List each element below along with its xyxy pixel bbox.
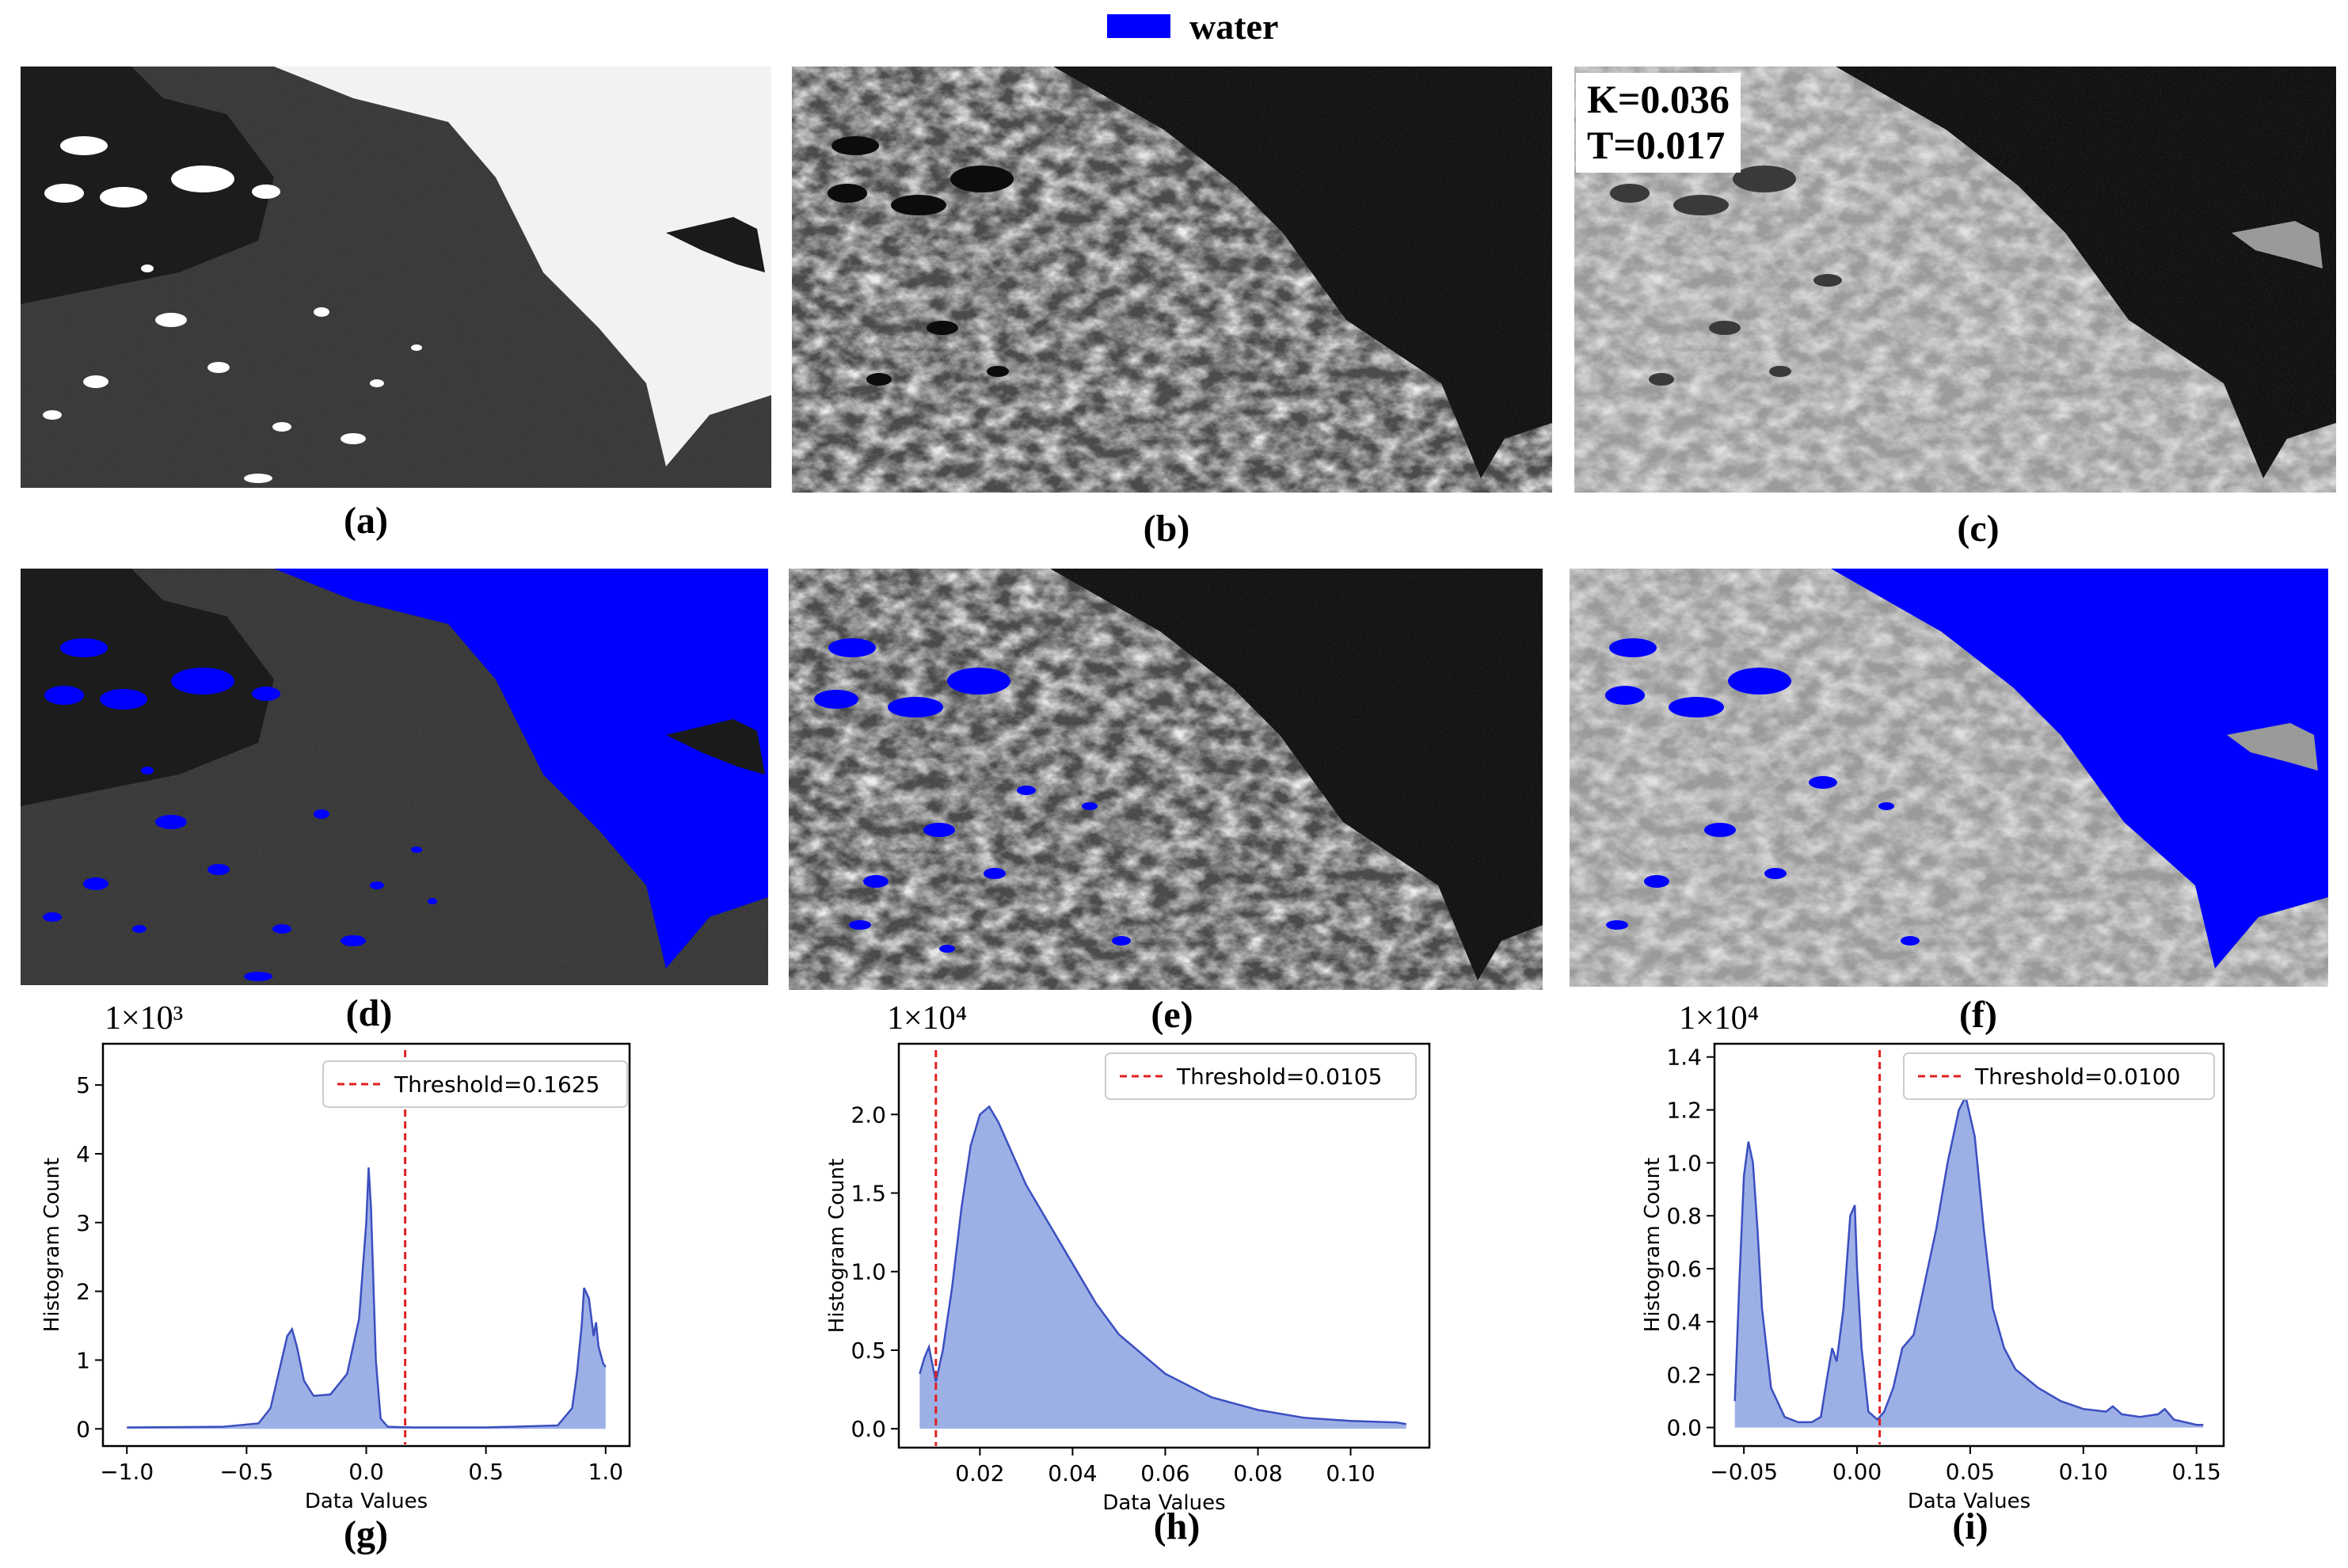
- chart-i-ytick-label: 0.2: [1666, 1362, 1702, 1388]
- caption-f: (f): [1959, 994, 1997, 1036]
- figure-legend: water: [1107, 4, 1278, 48]
- chart-i-xtick-label: −0.05: [1710, 1459, 1778, 1485]
- chart-h-ytick-label: 1.5: [851, 1181, 886, 1207]
- chart-h-ytick-label: 2.0: [851, 1102, 886, 1128]
- chart-g-xlabel: Data Values: [305, 1490, 428, 1513]
- chart-h-legend-label: Threshold=0.0105: [1176, 1064, 1382, 1090]
- k-value: K=0.036: [1587, 77, 1730, 121]
- chart-g-ytick-label: 3: [76, 1210, 90, 1236]
- caption-b: (b): [1143, 508, 1190, 550]
- chart-g-frame: [101, 1042, 631, 1448]
- chart-i-series-line: [1733, 1094, 2204, 1426]
- chart-g-area-fill: [127, 1167, 606, 1429]
- chart-i-xtick-label: 0.05: [1946, 1459, 1995, 1485]
- panel-e-water-overlay-sar: [789, 569, 1543, 990]
- chart-i-ylabel: Histogram Count: [1641, 1158, 1665, 1332]
- caption-g: (g): [344, 1513, 388, 1555]
- caption-h: (h): [1153, 1505, 1201, 1547]
- chart-i-ytick-label: 0.6: [1666, 1256, 1702, 1282]
- chart-g-xtick-label: 0.0: [348, 1459, 384, 1485]
- chart-g-ytick-label: 2: [76, 1279, 90, 1305]
- chart-h-ytick-label: 0.0: [851, 1416, 886, 1442]
- chart-i-area-fill: [1734, 1096, 2204, 1428]
- caption-i: (i): [1952, 1505, 1988, 1547]
- chart-h-xtick-label: 0.02: [955, 1460, 1004, 1486]
- water-legend-label: water: [1189, 6, 1279, 47]
- chart-h-ylabel: Histogram Count: [825, 1159, 849, 1333]
- chart-g-multiplier: 1×10³: [105, 1000, 184, 1037]
- chart-i-frame: [1713, 1042, 2225, 1448]
- chart-g-xtick-label: −0.5: [219, 1459, 273, 1485]
- chart-i-ytick-label: 1.4: [1666, 1045, 1702, 1071]
- chart-g-xtick-label: 1.0: [588, 1459, 624, 1485]
- chart-h-series-line: [919, 1105, 1406, 1425]
- chart-i-legend-label: Threshold=0.0100: [1974, 1064, 2180, 1090]
- panel-f-water-overlay-processed: [1570, 569, 2328, 987]
- caption-c: (c): [1957, 508, 2000, 550]
- water-legend-swatch: [1107, 14, 1170, 38]
- panel-b-sar-image: [792, 67, 1552, 493]
- chart-i-xtick-label: 0.10: [2059, 1459, 2108, 1485]
- chart-g-ytick-label: 0: [76, 1416, 90, 1442]
- chart-g-xtick-label: −1.0: [100, 1459, 154, 1485]
- caption-e: (e): [1151, 994, 1193, 1036]
- chart-h-xtick-label: 0.06: [1140, 1460, 1189, 1486]
- chart-g-legend-box: [322, 1060, 628, 1108]
- chart-i-xtick-label: 0.00: [1832, 1459, 1882, 1485]
- chart-i-ytick-label: 1.0: [1666, 1150, 1702, 1176]
- caption-d: (d): [345, 992, 393, 1034]
- chart-i-ytick-label: 0.8: [1666, 1203, 1702, 1229]
- panel-c-processed-image: [1574, 67, 2336, 493]
- panel-a-optical-image: [21, 67, 771, 488]
- chart-h-xtick-label: 0.04: [1048, 1460, 1097, 1486]
- chart-h-xtick-label: 0.08: [1233, 1460, 1282, 1486]
- chart-g-series-line: [127, 1167, 607, 1429]
- panel-c-annotation: K=0.036 T=0.017: [1576, 73, 1741, 173]
- chart-i-xtick-label: 0.15: [2172, 1459, 2221, 1485]
- chart-g-xtick-label: 0.5: [468, 1459, 504, 1485]
- chart-i-ytick-label: 0.0: [1666, 1415, 1702, 1441]
- chart-g-ylabel: Histogram Count: [40, 1158, 64, 1332]
- chart-h-area-fill: [919, 1106, 1406, 1429]
- chart-i-multiplier: 1×10⁴: [1679, 1000, 1760, 1037]
- chart-g-ytick-label: 5: [76, 1072, 90, 1098]
- t-value: T=0.017: [1587, 123, 1726, 167]
- chart-h-legend-box: [1105, 1052, 1417, 1100]
- chart-h-frame: [897, 1042, 1431, 1449]
- chart-g-ytick-label: 4: [76, 1141, 90, 1167]
- chart-g-legend-label: Threshold=0.1625: [394, 1071, 599, 1098]
- chart-h-ytick-label: 1.0: [851, 1259, 886, 1285]
- caption-a: (a): [344, 500, 388, 542]
- chart-h-xtick-label: 0.10: [1326, 1460, 1375, 1486]
- panel-d-water-overlay-optical: [21, 569, 768, 985]
- chart-g-ytick-label: 1: [76, 1347, 90, 1373]
- chart-h-ytick-label: 0.5: [851, 1338, 886, 1364]
- chart-i-legend-box: [1903, 1052, 2215, 1100]
- chart-i-ytick-label: 1.2: [1666, 1098, 1702, 1124]
- chart-h-multiplier: 1×10⁴: [887, 1000, 968, 1037]
- chart-i-ytick-label: 0.4: [1666, 1309, 1702, 1335]
